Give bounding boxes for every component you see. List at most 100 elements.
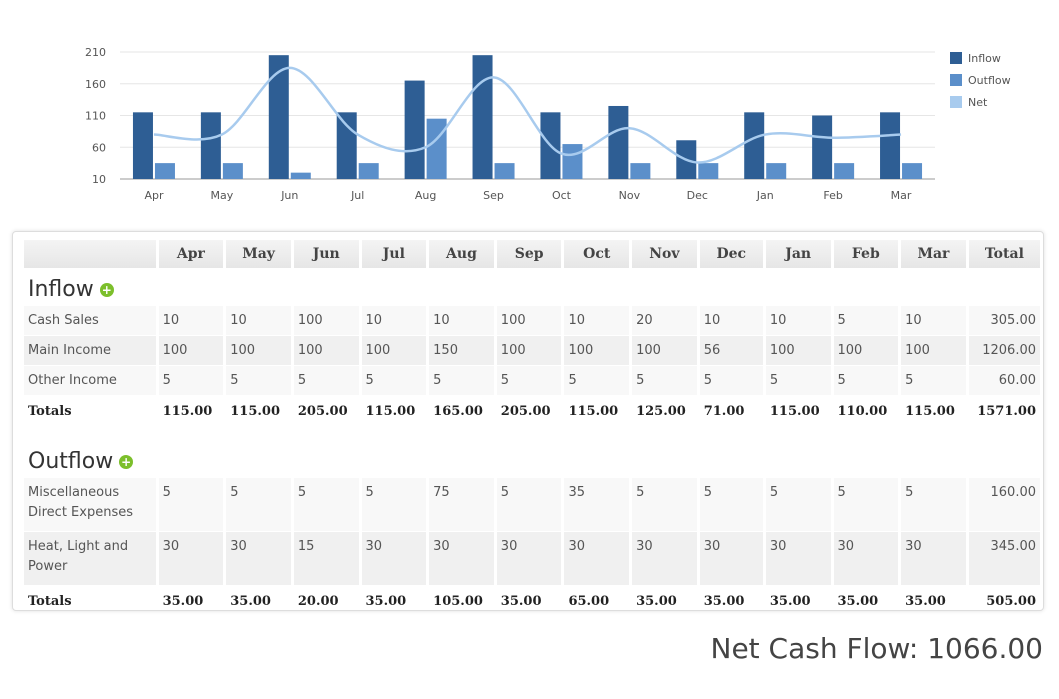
value-cell[interactable]: 100 <box>632 336 697 366</box>
total-cell: 71.00 <box>703 403 745 419</box>
bar-outflow <box>902 163 923 179</box>
value-cell[interactable]: 10 <box>699 306 763 336</box>
value-cell[interactable]: 5 <box>833 478 899 532</box>
value-cell[interactable]: 10 <box>226 306 291 336</box>
value-cell[interactable]: 100 <box>496 336 562 366</box>
value-cell[interactable]: 5 <box>158 478 224 532</box>
value-cell[interactable]: 5 <box>361 478 427 532</box>
value-cell[interactable]: 100 <box>833 336 899 366</box>
month-header: Sep <box>496 240 562 268</box>
x-tick-label: Jan <box>756 189 774 202</box>
total-cell: 165.00 <box>433 403 483 419</box>
value-cell[interactable]: 30 <box>496 532 562 586</box>
value-cell[interactable]: 5 <box>158 366 224 396</box>
value-cell[interactable]: 30 <box>361 532 427 586</box>
value-cell[interactable]: 30 <box>226 532 291 586</box>
x-tick-label: Feb <box>823 189 842 202</box>
bar-outflow <box>358 163 379 179</box>
value-cell[interactable]: 30 <box>765 532 831 586</box>
bar-outflow <box>834 163 855 179</box>
table-row: Heat, Light and Power 30 30 15 30 30 30 30 30 30 3… <box>24 532 1040 586</box>
value-cell[interactable]: 5 <box>293 366 359 396</box>
total-cell: 20.00 <box>297 593 339 609</box>
value-cell[interactable]: 5 <box>361 366 427 396</box>
value-cell[interactable]: 5 <box>564 366 630 396</box>
value-cell[interactable]: 30 <box>429 532 494 586</box>
total-cell: 35.00 <box>769 593 811 609</box>
total-cell: 205.00 <box>297 403 348 419</box>
value-cell[interactable]: 100 <box>496 306 562 336</box>
value-cell[interactable]: 5 <box>496 366 562 396</box>
value-cell[interactable]: 75 <box>429 478 494 532</box>
bar-outflow <box>222 163 243 179</box>
value-cell[interactable]: 15 <box>293 532 359 586</box>
legend-swatch-net <box>950 96 962 108</box>
total-cell: 35.00 <box>837 593 879 609</box>
value-cell[interactable]: 5 <box>699 478 763 532</box>
value-cell[interactable]: 100 <box>158 336 224 366</box>
value-cell[interactable]: 5 <box>632 478 697 532</box>
value-cell[interactable]: 5 <box>226 366 291 396</box>
value-cell[interactable]: 30 <box>564 532 630 586</box>
value-cell[interactable]: 5 <box>496 478 562 532</box>
value-cell[interactable]: 100 <box>564 336 630 366</box>
value-cell[interactable]: 5 <box>901 478 966 532</box>
value-cell[interactable]: 5 <box>293 478 359 532</box>
value-cell[interactable]: 56 <box>699 336 763 366</box>
row-label: Other Income <box>24 366 156 396</box>
value-cell[interactable]: 10 <box>429 306 494 336</box>
value-cell[interactable]: 5 <box>429 366 494 396</box>
inflow-title-cell: Inflow + <box>24 268 156 306</box>
value-cell[interactable]: 100 <box>901 336 966 366</box>
outflow-section-header: Outflow + <box>24 440 1040 478</box>
value-cell[interactable]: 30 <box>833 532 899 586</box>
value-cell[interactable]: 10 <box>765 306 831 336</box>
x-tick-label: Jul <box>350 189 364 202</box>
value-cell[interactable]: 5 <box>833 306 899 336</box>
value-cell[interactable]: 35 <box>564 478 630 532</box>
x-tick-label: Jun <box>280 189 298 202</box>
bar-outflow <box>562 144 583 179</box>
value-cell[interactable]: 10 <box>361 306 427 336</box>
add-outflow-icon[interactable]: + <box>119 454 134 469</box>
total-cell: 115.00 <box>568 403 619 419</box>
bar-outflow <box>290 172 311 179</box>
month-header: Mar <box>901 240 966 268</box>
value-cell[interactable]: 30 <box>632 532 697 586</box>
value-cell[interactable]: 10 <box>901 306 966 336</box>
value-cell[interactable]: 5 <box>226 478 291 532</box>
value-cell[interactable]: 20 <box>632 306 697 336</box>
value-cell[interactable]: 100 <box>226 336 291 366</box>
value-cell[interactable]: 100 <box>293 306 359 336</box>
value-cell[interactable]: 150 <box>429 336 494 366</box>
add-inflow-icon[interactable]: + <box>99 282 114 297</box>
value-cell[interactable]: 100 <box>361 336 427 366</box>
y-tick-label: 10 <box>92 173 106 186</box>
value-cell[interactable]: 5 <box>765 366 831 396</box>
grand-total: 1571.00 <box>977 403 1036 419</box>
value-cell[interactable]: 5 <box>632 366 697 396</box>
total-cell: 35.00 <box>230 593 271 609</box>
cash-flow-table-card: Apr May Jun Jul Aug Sep Oct Nov Dec Jan Feb Mar Tota… <box>12 231 1044 611</box>
value-cell[interactable]: 100 <box>293 336 359 366</box>
value-cell[interactable]: 100 <box>765 336 831 366</box>
value-cell[interactable]: 5 <box>699 366 763 396</box>
value-cell[interactable]: 10 <box>564 306 630 336</box>
value-cell[interactable]: 5 <box>765 478 831 532</box>
value-cell[interactable]: 5 <box>901 366 966 396</box>
totals-label: Totals <box>28 593 72 609</box>
value-cell[interactable]: 30 <box>699 532 763 586</box>
row-total: 60.00 <box>968 366 1040 396</box>
row-total: 345.00 <box>968 532 1040 586</box>
total-cell: 35.00 <box>905 593 946 609</box>
bar-inflow <box>132 112 153 179</box>
legend-swatch-inflow <box>950 52 962 64</box>
value-cell[interactable]: 5 <box>833 366 899 396</box>
value-cell[interactable]: 10 <box>158 306 224 336</box>
value-cell[interactable]: 30 <box>901 532 966 586</box>
row-label: Main Income <box>24 336 156 366</box>
outflow-totals-row: Totals 35.00 35.00 20.00 35.00 105.00 35.00 65.… <box>24 586 1040 616</box>
bar-inflow <box>472 55 493 179</box>
month-header: Apr <box>158 240 224 268</box>
value-cell[interactable]: 30 <box>158 532 224 586</box>
